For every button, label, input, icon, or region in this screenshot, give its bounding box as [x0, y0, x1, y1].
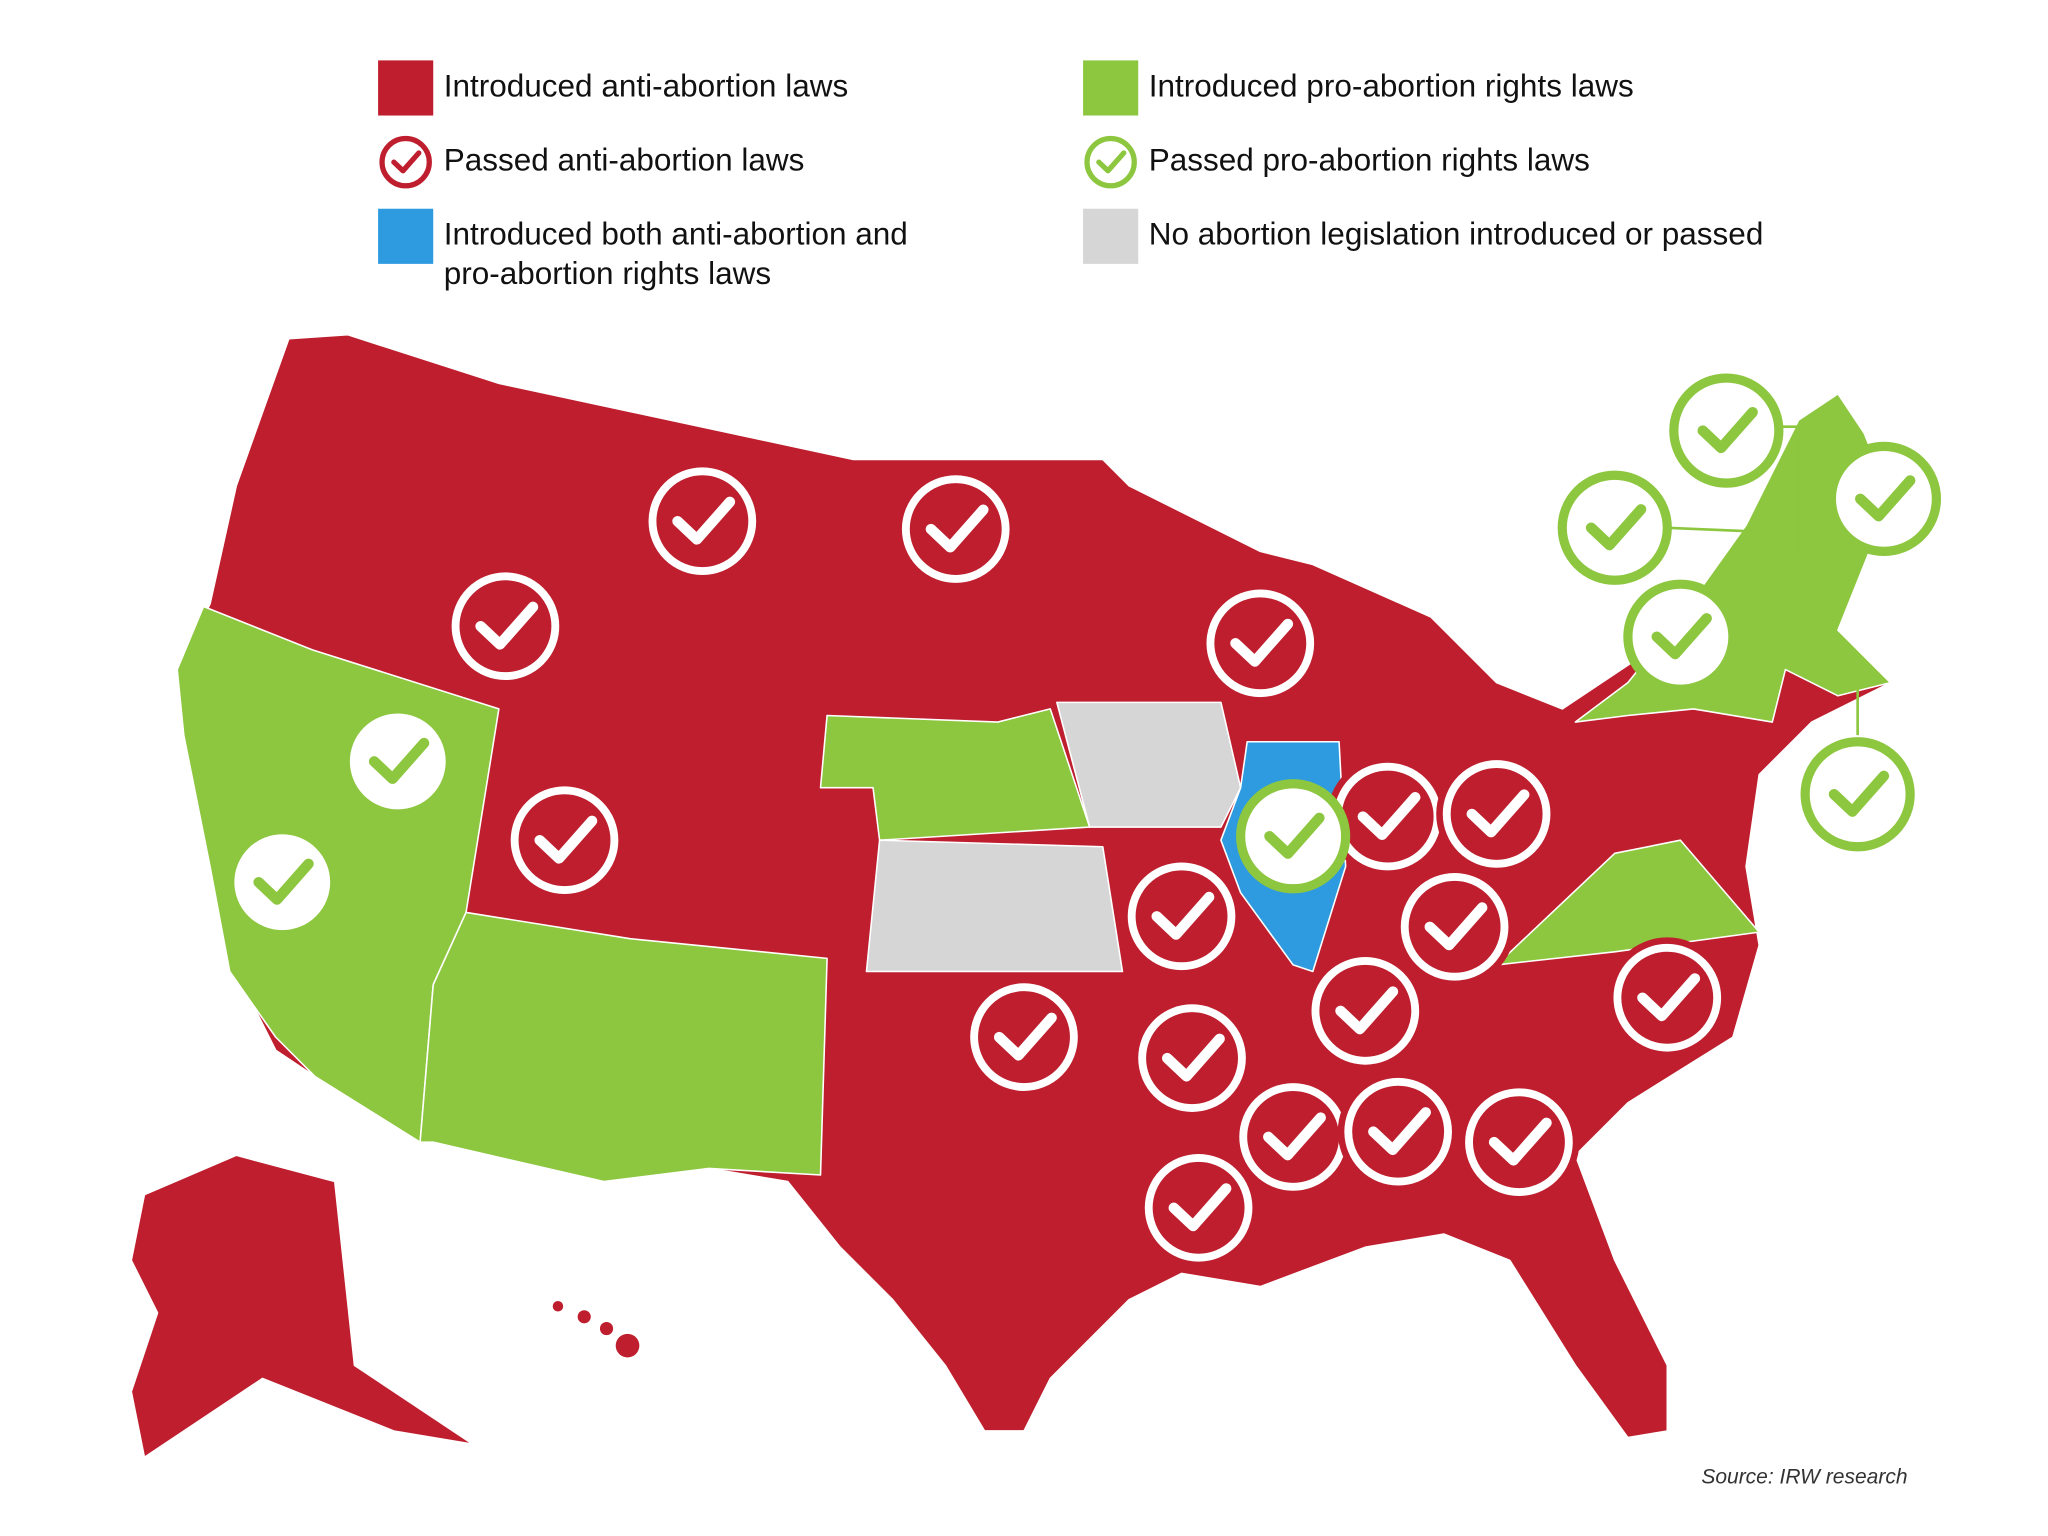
- badge-ring: [1239, 1083, 1347, 1191]
- passed-pro-badge: [225, 825, 340, 940]
- check-mark: [534, 815, 598, 864]
- badge-ring: [1206, 589, 1315, 698]
- legend-swatch: [378, 208, 434, 264]
- legend-label: Passed anti-abortion laws: [444, 141, 805, 177]
- check-mark: [1357, 792, 1421, 841]
- connector: [1667, 526, 1768, 578]
- badge-ring: [1344, 1077, 1452, 1186]
- check-mark: [1230, 618, 1294, 667]
- passed-pro-badge: [1669, 373, 1784, 488]
- legend-swatch: [1083, 208, 1139, 264]
- check-mark: [1855, 475, 1916, 522]
- badge-ring: [648, 467, 757, 576]
- legend-swatch: [378, 60, 434, 116]
- check-mark: [1637, 973, 1701, 1022]
- check-mark: [1168, 1183, 1232, 1232]
- legend-icon: [379, 135, 432, 189]
- passed-pro-badge: [1826, 441, 1942, 556]
- check-mark: [368, 737, 430, 785]
- badge-ring: [1400, 873, 1509, 981]
- legend-label: Introduced anti-abortion laws: [444, 67, 849, 103]
- badge-ring: [1311, 957, 1420, 1065]
- check-mark: [1488, 1117, 1552, 1166]
- region-pro-virginia: [1495, 839, 1760, 966]
- alaska: [130, 1154, 474, 1459]
- region-none-north: [1056, 701, 1242, 828]
- badge-ring: [1465, 1088, 1573, 1196]
- badges: [225, 373, 1942, 1269]
- region-pro-plains: [819, 708, 1091, 841]
- passed-pro-badge: [340, 704, 455, 819]
- check-mark: [391, 150, 422, 174]
- legend-label: Introduced pro-abortion rights laws: [1149, 67, 1634, 103]
- check-mark: [672, 496, 736, 545]
- badge-ring: [451, 572, 560, 681]
- badge-ring: [1442, 760, 1551, 868]
- check-mark: [1585, 504, 1647, 551]
- badge-ring: [1138, 1004, 1246, 1112]
- badge-ring: [970, 983, 1078, 1091]
- legend-label: No abortion legislation introduced or pa…: [1149, 216, 1764, 252]
- region-pro-southwest: [419, 911, 828, 1183]
- passed-pro-badge: [1557, 470, 1672, 585]
- check-mark: [993, 1012, 1057, 1061]
- check-mark: [1263, 1112, 1326, 1161]
- check-mark: [1424, 902, 1488, 951]
- check-mark: [1828, 770, 1890, 817]
- check-mark: [1697, 406, 1758, 454]
- passed-pro-badge: [1623, 579, 1738, 694]
- badge-ring: [1613, 943, 1722, 1052]
- region-pro-northeast: [1574, 393, 1892, 723]
- check-mark: [1161, 1033, 1225, 1082]
- check-mark: [475, 601, 539, 650]
- source: Source: IRW research: [1701, 1465, 1907, 1488]
- legend-label: Introduced both anti-abortion and: [444, 216, 908, 252]
- legend: Introduced anti-abortion laws Introduced …: [378, 60, 1763, 291]
- check-mark: [1651, 613, 1712, 660]
- region-none-south: [865, 839, 1124, 973]
- badge-ring: [1144, 1153, 1253, 1262]
- check-mark: [1368, 1107, 1431, 1156]
- check-mark: [925, 504, 989, 553]
- legend-icon: [1084, 135, 1137, 189]
- legend-label: pro-abortion rights laws: [444, 255, 771, 291]
- connector: [1837, 674, 1859, 736]
- legend-swatch: [1083, 60, 1139, 116]
- check-mark: [1335, 986, 1399, 1035]
- passed-pro-badge: [1800, 737, 1915, 852]
- hawaii: [552, 1301, 640, 1358]
- passed-pro-badge: [1236, 779, 1351, 894]
- badge-ring: [1127, 862, 1236, 971]
- check-mark: [1264, 812, 1325, 859]
- check-mark: [1466, 789, 1530, 838]
- legend-label: Passed pro-abortion rights laws: [1149, 141, 1590, 177]
- badge-ring: [510, 786, 619, 895]
- check-mark: [253, 858, 314, 905]
- us-map: [130, 333, 1942, 1459]
- badge-ring: [901, 475, 1010, 583]
- badge-ring: [1333, 762, 1442, 871]
- check-mark: [1151, 891, 1215, 940]
- check-mark: [1096, 150, 1127, 174]
